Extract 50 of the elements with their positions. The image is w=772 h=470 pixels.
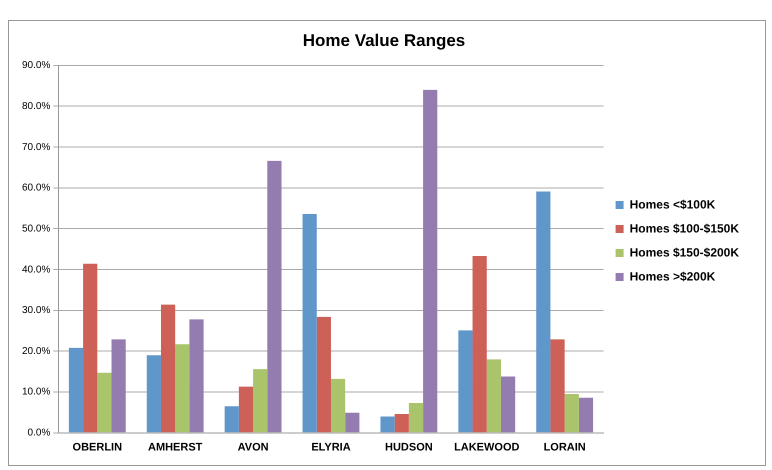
bar	[189, 319, 204, 432]
bar	[486, 359, 501, 432]
y-tick-label: 30.0%	[22, 305, 50, 316]
bar	[536, 192, 550, 432]
x-tick-label: AVON	[238, 441, 269, 454]
x-tick-label: OBERLIN	[72, 441, 122, 454]
y-tick-label: 80.0%	[22, 100, 50, 112]
y-tick-label: 60.0%	[22, 182, 50, 194]
bar	[380, 416, 395, 432]
bar	[160, 304, 176, 432]
bar	[316, 316, 331, 432]
legend-label: Homes $100-$150K	[630, 221, 740, 236]
y-tick-label: 0.0%	[28, 428, 50, 439]
y-tick-label: 20.0%	[22, 346, 50, 357]
chart-title: Home Value Ranges	[302, 30, 466, 50]
legend-label: Homes >$200K	[630, 269, 716, 284]
bar	[500, 376, 516, 432]
bar	[68, 348, 84, 432]
bar	[83, 264, 98, 432]
bar	[253, 369, 268, 432]
bar	[238, 386, 254, 432]
bar	[345, 412, 360, 432]
bar	[97, 372, 112, 432]
bar	[472, 256, 487, 432]
bar	[408, 403, 424, 432]
bar	[224, 406, 239, 432]
bar	[330, 378, 346, 432]
legend-label: Homes <$100K	[630, 197, 716, 212]
bar	[267, 160, 282, 432]
bar	[112, 339, 126, 432]
bar	[578, 398, 594, 432]
y-tick-label: 50.0%	[22, 223, 50, 234]
bar	[564, 394, 579, 432]
bar	[458, 330, 473, 432]
bar	[394, 414, 409, 432]
x-tick-label: ELYRIA	[311, 441, 351, 454]
y-tick-label: 90.0%	[22, 60, 50, 72]
bar	[175, 344, 190, 432]
x-tick-label: LAKEWOOD	[454, 441, 520, 454]
y-tick-label: 70.0%	[22, 142, 50, 153]
legend-label: Homes $150-$200K	[630, 245, 740, 260]
y-tick-label: 10.0%	[22, 386, 50, 398]
x-tick-label: LORAIN	[544, 441, 586, 454]
bar	[146, 355, 161, 432]
bar	[550, 339, 565, 432]
x-tick-label: HUDSON	[385, 441, 433, 454]
y-tick-label: 40.0%	[22, 264, 50, 276]
bar	[423, 90, 438, 432]
x-tick-label: AMHERST	[148, 441, 203, 454]
bar	[302, 214, 317, 432]
